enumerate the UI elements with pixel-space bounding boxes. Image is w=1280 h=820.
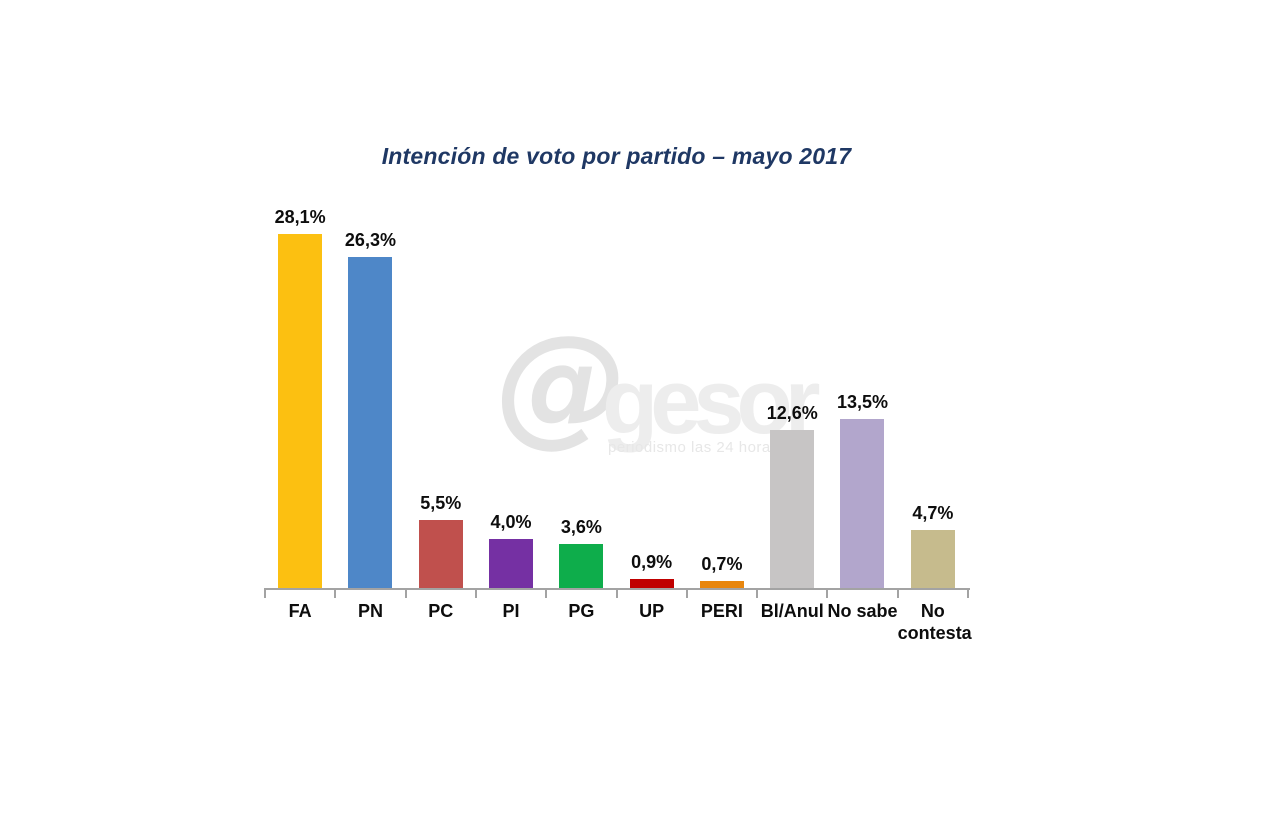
- x-axis-tick: [334, 589, 337, 598]
- x-label-bl-anul: Bl/Anul: [760, 601, 824, 621]
- bar-slot-pg: 3,6%: [546, 190, 616, 590]
- bar-value-label-fa: 28,1%: [274, 207, 326, 227]
- bar-no-contesta: [910, 530, 955, 590]
- x-axis-tick: [896, 589, 899, 598]
- x-label-up: UP: [639, 601, 665, 621]
- chart-title: Intención de voto por partido – mayo 201…: [381, 143, 852, 169]
- bar-pc: [418, 520, 463, 590]
- bar-bl-anul: [770, 430, 815, 590]
- bar-value-label-pi: 4,0%: [490, 512, 532, 532]
- bar-slot-bl-anul: 12,6%: [757, 190, 827, 590]
- bar-value-label-pc: 5,5%: [420, 493, 462, 513]
- bar-value-label-pg: 3,6%: [560, 517, 602, 537]
- x-axis-tick: [264, 589, 266, 598]
- bar-value-label-pn: 26,3%: [344, 230, 396, 250]
- x-label-pi: PI: [502, 601, 520, 621]
- bar-peri: [699, 581, 744, 590]
- bar-slot-fa: 28,1%: [265, 190, 335, 590]
- bar-value-label-no-sabe: 13,5%: [837, 392, 889, 412]
- x-label-fa: FA: [288, 601, 312, 621]
- at-sign-icon: @: [496, 307, 628, 461]
- bar-value-label-bl-anul: 12,6%: [766, 403, 818, 423]
- bar-value-label-up: 0,9%: [631, 552, 673, 572]
- bar-value-label-peri: 0,7%: [701, 554, 743, 574]
- x-label-pc: PC: [428, 601, 454, 621]
- x-axis-tick: [826, 589, 829, 598]
- x-axis-tick: [967, 589, 969, 598]
- bar-up: [629, 579, 674, 590]
- x-axis-tick: [545, 589, 548, 598]
- x-axis-tick: [615, 589, 618, 598]
- bar-slot-pi: 4,0%: [476, 190, 546, 590]
- x-axis-tick: [474, 589, 477, 598]
- x-axis-labels: FA PN PC PI PG UP PERI Bl/Anul No sabe No contest…: [265, 600, 972, 644]
- bar-fa: [278, 234, 322, 590]
- bar-value-label-no-contesta: 4,7%: [912, 503, 954, 523]
- watermark-tagline: periodismo las 24 horas: [608, 439, 779, 456]
- x-axis-tick: [756, 589, 759, 598]
- x-label-pn: PN: [357, 601, 383, 621]
- bar-slot-peri: 0,7%: [687, 190, 757, 590]
- x-axis-tick: [404, 589, 407, 598]
- bar-pi: [488, 539, 533, 590]
- bar-slot-pc: 5,5%: [406, 190, 476, 590]
- x-label-pg: PG: [568, 601, 595, 621]
- x-axis-tick: [685, 589, 688, 598]
- bar-slot-no-contesta: 4,7%: [898, 190, 968, 590]
- plot-area: 28,1% 26,3% 5,5% 4,0% 3,6% 0,9% 0,7% 12,6% 13,5%…: [265, 190, 968, 590]
- watermark: @ gesor periodismo las 24 horas: [490, 318, 821, 465]
- bar-slot-pn: 26,3%: [335, 190, 405, 590]
- bar-slot-up: 0,9%: [617, 190, 687, 590]
- x-label-no-contesta: No contesta: [897, 601, 972, 643]
- bar-no-sabe: [840, 419, 885, 590]
- bar-pn: [348, 257, 393, 590]
- x-label-no-sabe: No sabe: [827, 601, 898, 621]
- bar-pg: [559, 544, 604, 590]
- x-label-peri: PERI: [700, 601, 743, 621]
- bar-slot-no-sabe: 13,5%: [827, 190, 897, 590]
